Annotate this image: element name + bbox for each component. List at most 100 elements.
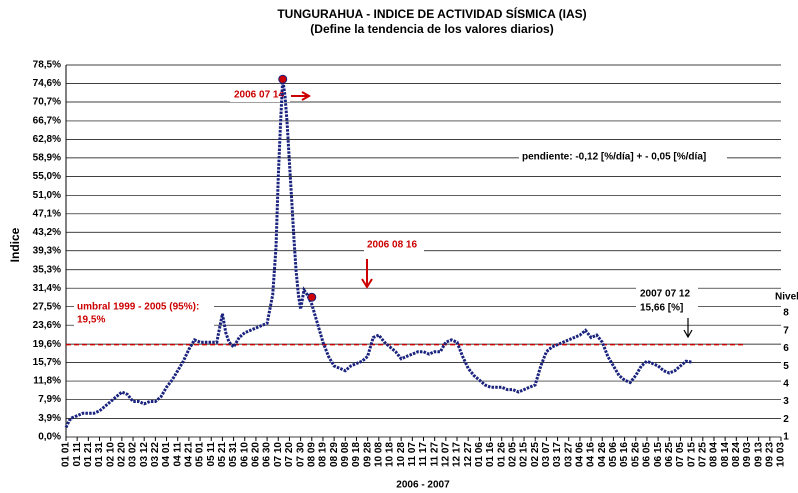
y2-tick-label: 8 — [783, 308, 789, 319]
x-tick-label: 09 28 — [362, 442, 373, 467]
x-tick-label: 08 09 — [306, 442, 317, 467]
y-tick-label: 15,7% — [33, 357, 61, 368]
x-tick-label: 03 12 — [139, 442, 150, 467]
y-tick-label: 70,7% — [33, 97, 61, 108]
annotation: 2006 08 16 — [367, 240, 417, 251]
x-tick-label: 08 24 — [731, 442, 742, 467]
x-tick-label: 06 10 — [239, 442, 250, 467]
chart-title: TUNGURAHUA - INDICE DE ACTIVIDAD SÍSMICA… — [277, 6, 586, 21]
arrow — [291, 91, 312, 101]
y-tick-label: 27,5% — [33, 301, 61, 312]
x-tick-label: 08 04 — [709, 442, 720, 467]
x-tick-label: 10 03 — [776, 442, 787, 467]
x-tick-label: 09 13 — [753, 442, 764, 467]
x-tick-label: 01 16 — [485, 442, 496, 467]
x-tick-label: 06 20 — [251, 442, 262, 467]
x-tick-label: 05 21 — [217, 442, 228, 467]
label-box — [636, 287, 698, 315]
x-tick-label: 06 15 — [653, 442, 664, 467]
x-tick-label: 03 07 — [541, 442, 552, 467]
x-tick-label: 05 16 — [619, 442, 630, 467]
y-tick-label: 7,9% — [38, 394, 61, 405]
y-tick-label: 31,4% — [33, 283, 61, 294]
y-tick-label: 35,3% — [33, 264, 61, 275]
y-tick-label: 47,1% — [33, 208, 61, 219]
y-tick-label: 58,9% — [33, 153, 61, 164]
x-tick-label: 09 03 — [742, 442, 753, 467]
x-tick-label: 12 07 — [440, 442, 451, 467]
y-tick-label: 19,6% — [33, 339, 61, 350]
x-tick-label: 03 02 — [128, 442, 139, 467]
x-tick-label: 03 27 — [563, 442, 574, 467]
threshold-label: umbral 1999 - 2005 (95%): — [77, 302, 199, 313]
y-tick-label: 74,6% — [33, 78, 61, 89]
annotation: 15,66 [%] — [640, 303, 683, 314]
x-tick-label: 11 07 — [407, 442, 418, 467]
annotation: 2007 07 12 — [640, 289, 690, 300]
y2-tick-label: 2 — [783, 414, 789, 425]
x-tick-label: 09 23 — [764, 442, 775, 467]
x-tick-label: 01 21 — [83, 442, 94, 467]
x-tick-label: 07 30 — [295, 442, 306, 467]
annotation: pendiente: -0,12 [%/día] + - 0,05 [%/día… — [522, 152, 706, 163]
x-axis-title: 2006 - 2007 — [396, 480, 450, 491]
x-tick-label: 10 28 — [396, 442, 407, 467]
label-box — [519, 150, 727, 164]
y-tick-label: 3,9% — [38, 413, 61, 424]
x-tick-label: 10 18 — [385, 442, 396, 467]
y-tick-label: 43,2% — [33, 227, 61, 238]
y2-tick-label: 3 — [783, 396, 789, 407]
label-box — [230, 88, 290, 102]
x-tick-label: 04 21 — [184, 442, 195, 467]
x-tick-label: 11 27 — [429, 442, 440, 467]
x-tick-label: 06 30 — [262, 442, 273, 467]
threshold-value-label: 19,5% — [77, 315, 105, 326]
label-box — [364, 238, 424, 252]
x-tick-label: 07 25 — [697, 442, 708, 467]
y-tick-label: 11,8% — [33, 376, 61, 387]
x-tick-label: 04 01 — [161, 442, 172, 467]
y2-tick-label: 5 — [783, 361, 789, 372]
y-tick-label: 78,5% — [33, 60, 61, 71]
x-tick-label: 04 06 — [575, 442, 586, 467]
highlight-point — [307, 292, 317, 302]
y-tick-label: 66,7% — [33, 116, 61, 127]
y2-tick-label: 7 — [783, 325, 789, 336]
x-tick-label: 02 15 — [519, 442, 530, 467]
y-tick-label: 55,0% — [33, 171, 61, 182]
x-tick-label: 03 17 — [552, 442, 563, 467]
y2-axis-title: Nivel — [775, 292, 798, 303]
x-tick-label: 07 15 — [686, 442, 697, 467]
y2-tick-label: 6 — [783, 343, 789, 354]
x-tick-label: 02 05 — [508, 442, 519, 467]
x-tick-label: 01 11 — [72, 442, 83, 467]
series-line — [64, 78, 692, 429]
x-tick-label: 02 25 — [530, 442, 541, 467]
x-tick-label: 04 11 — [172, 442, 183, 467]
label-box — [74, 300, 214, 328]
x-tick-label: 04 16 — [586, 442, 597, 467]
x-tick-label: 12 27 — [463, 442, 474, 467]
y2-tick-label: 4 — [783, 378, 789, 389]
x-tick-label: 08 14 — [720, 442, 731, 467]
x-tick-label: 02 10 — [105, 442, 116, 467]
x-tick-label: 05 06 — [608, 442, 619, 467]
x-tick-label: 02 20 — [117, 442, 128, 467]
y-axis-title: Indice — [8, 227, 22, 262]
annotations: 2006 07 14 2006 08 16 pendiente: -0,12 [… — [74, 88, 727, 339]
y-tick-label: 51,0% — [33, 190, 61, 201]
x-tick-label: 06 25 — [664, 442, 675, 467]
x-tick-label: 08 29 — [329, 442, 340, 467]
y-tick-label: 39,3% — [33, 245, 61, 256]
x-tick-label: 01 01 — [61, 442, 72, 467]
x-tick-label: 09 18 — [351, 442, 362, 467]
x-tick-label: 07 10 — [273, 442, 284, 467]
x-tick-label: 08 19 — [318, 442, 329, 467]
y-tick-label: 0,0% — [38, 432, 61, 443]
x-tick-label: 12 17 — [452, 442, 463, 467]
highlight-point — [278, 74, 288, 84]
arrow — [683, 318, 693, 339]
arrow — [361, 259, 373, 289]
x-tick-label: 05 11 — [206, 442, 217, 467]
